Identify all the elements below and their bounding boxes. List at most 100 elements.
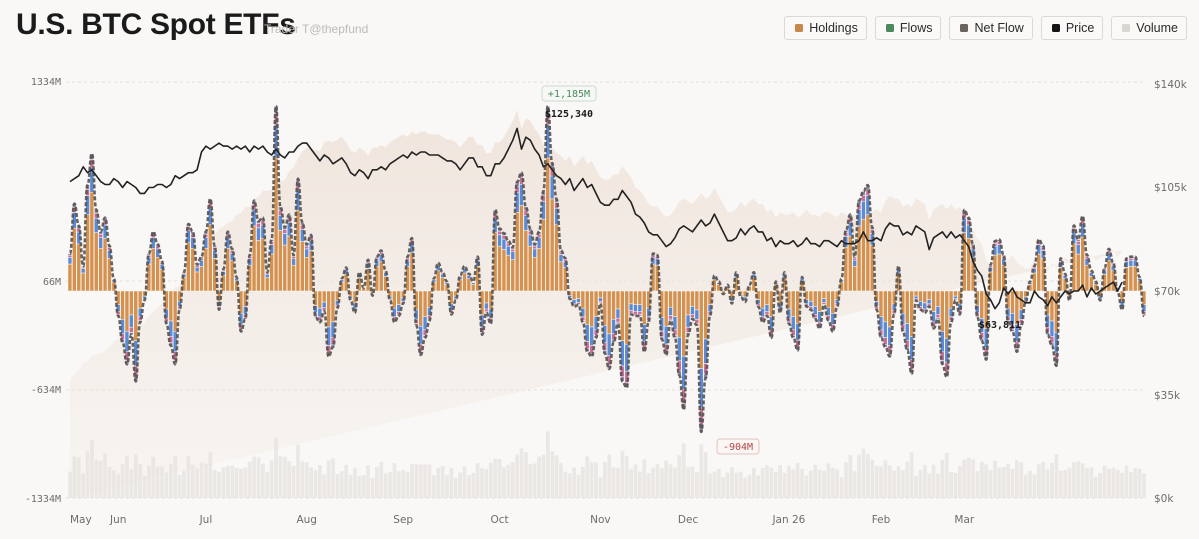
flow-bar-segment (181, 272, 187, 274)
volume-bar (221, 467, 226, 498)
volume-bar (318, 465, 322, 498)
volume-bar (589, 462, 594, 498)
flow-bar-segment (510, 248, 515, 252)
flow-bar-segment (602, 290, 607, 326)
flow-bar-segment (80, 272, 86, 292)
volume-bars (68, 431, 1146, 499)
flow-bar-segment (589, 290, 594, 328)
volume-bar (585, 456, 590, 499)
y-right-tick: $70k (1154, 286, 1181, 298)
flow-bar-segment (322, 301, 327, 309)
flow-bar-segment (523, 214, 529, 231)
flow-bar-segment (642, 290, 647, 325)
flow-bar-segment (1102, 267, 1107, 269)
legend-toggle-flows[interactable]: Flows (874, 16, 942, 40)
flow-bar-segment (690, 314, 695, 318)
volume-bar (405, 472, 410, 498)
volume-bar (563, 471, 568, 498)
volume-bar (901, 469, 905, 498)
y-right-tick: $140k (1154, 79, 1188, 91)
flow-bar-segment (852, 259, 857, 267)
volume-bar (313, 470, 318, 498)
flow-bar-segment (549, 198, 555, 292)
volume-bar (918, 469, 923, 498)
flow-bar-segment (484, 308, 489, 312)
volume-bar (1045, 469, 1050, 498)
volume-bar (1028, 470, 1032, 498)
volume-bar (936, 473, 940, 498)
volume-bar (554, 455, 559, 499)
volume-bar (642, 459, 647, 499)
flow-bar-segment (471, 284, 476, 292)
flow-bar-segment (953, 295, 958, 299)
flow-bar-segment (615, 321, 621, 324)
flow-bar-segment (633, 304, 638, 312)
volume-bar (734, 472, 739, 498)
x-tick-label: Mar (954, 514, 974, 526)
volume-bar (646, 473, 651, 498)
volume-bar (830, 467, 835, 498)
flow-bar-segment (944, 290, 949, 339)
author-credit: Trader T@thepfund (264, 22, 369, 36)
volume-bar (914, 475, 918, 498)
flow-bar-segment (935, 306, 941, 315)
flow-bar-segment (124, 290, 130, 332)
volume-bar (125, 455, 129, 499)
volume-swatch-icon (1122, 24, 1131, 32)
flow-bar-segment (615, 290, 621, 310)
flow-bar-segment (576, 298, 581, 303)
flow-bar-segment (497, 234, 502, 247)
volume-bar (506, 464, 511, 498)
volume-bar (217, 471, 221, 498)
flow-bar-segment (137, 290, 143, 309)
flow-bar-segment (826, 290, 831, 308)
volume-bar (1111, 467, 1116, 498)
volume-bar (515, 454, 519, 498)
min-flow-badge (716, 438, 760, 455)
volume-bar (773, 471, 778, 498)
flow-bar-segment (168, 290, 174, 322)
flow-bar-segment (558, 254, 564, 263)
y-left-tick: -1334M (25, 494, 61, 505)
volume-bar (1054, 454, 1059, 498)
volume-bar (519, 448, 524, 498)
legend-toggle-volume[interactable]: Volume (1111, 16, 1187, 40)
legend-toggle-price[interactable]: Price (1040, 16, 1104, 40)
flow-bar-segment (256, 240, 261, 292)
flow-bar-segment (286, 235, 292, 292)
flow-bar-segment (1115, 292, 1120, 294)
flow-bar-segment (865, 214, 871, 292)
flow-bar-segment (400, 302, 406, 304)
y-right-tick: $35k (1154, 390, 1181, 402)
volume-bar (752, 467, 756, 498)
volume-bar (866, 454, 870, 498)
flow-bar-segment (532, 245, 537, 250)
legend-toggle-holdings[interactable]: Holdings (784, 16, 867, 40)
flow-bar-segment (1076, 241, 1081, 245)
flow-bar-segment (199, 259, 204, 267)
flow-bar-segment (668, 315, 673, 320)
volume-bar (458, 472, 462, 498)
volume-bar (962, 459, 967, 498)
volume-bar (760, 468, 765, 498)
legend-toggle-net-flow[interactable]: Net Flow (949, 16, 1033, 40)
volume-bar (1137, 468, 1142, 498)
flow-bar-segment (133, 290, 138, 341)
y-left-tick: -634M (31, 385, 61, 396)
y-right-tick: $105k (1154, 182, 1188, 194)
flow-bar-segment (510, 251, 515, 260)
annotations: +1,185M $125,340 -904M $63,811 (541, 85, 1021, 455)
flow-bar-segment (764, 304, 770, 312)
volume-bar (226, 465, 230, 498)
flow-bar-segment (282, 229, 287, 234)
volume-bar (1072, 462, 1076, 498)
volume-bar (287, 460, 291, 499)
volume-bar (997, 467, 1002, 498)
volume-bar (782, 472, 787, 498)
flow-bar-segment (1049, 290, 1055, 322)
volume-bar (870, 459, 875, 498)
flow-bar-segment (304, 248, 309, 258)
volume-bar (147, 465, 151, 498)
flow-bar-segment (111, 278, 117, 280)
flow-bar-segment (685, 314, 691, 328)
